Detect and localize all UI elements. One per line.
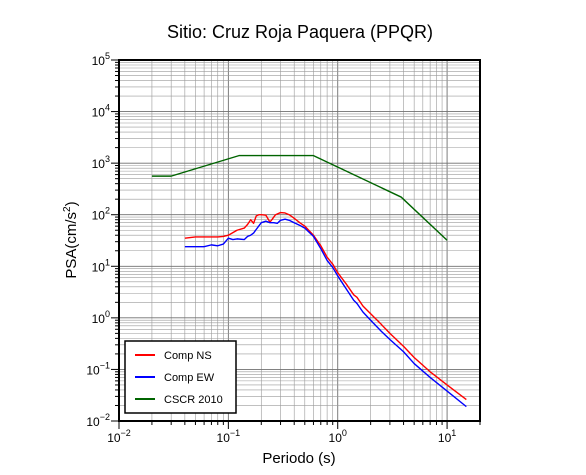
x-tick-label: 10−1 bbox=[217, 428, 241, 445]
x-axis-label: Periodo (s) bbox=[262, 450, 335, 467]
plot-frame bbox=[118, 59, 481, 422]
y-tick-label: 105 bbox=[92, 51, 110, 68]
x-tick-label: 10−2 bbox=[107, 428, 131, 445]
y-tick-label: 101 bbox=[92, 257, 110, 274]
series-line-1 bbox=[184, 211, 467, 401]
legend-label: CSCR 2010 bbox=[164, 394, 223, 406]
x-tick-label: 101 bbox=[438, 428, 456, 445]
series-line-3 bbox=[151, 154, 448, 241]
chart-title: Sitio: Cruz Roja Paquera (PPQR) bbox=[167, 22, 433, 42]
legend-label: Comp EW bbox=[164, 372, 215, 384]
y-tick-label: 10−2 bbox=[86, 412, 110, 429]
y-tick-label: 103 bbox=[92, 154, 110, 171]
y-tick-label: 104 bbox=[92, 103, 110, 120]
y-tick-label: 102 bbox=[92, 206, 110, 223]
series-line-2 bbox=[184, 218, 467, 408]
y-tick-label: 100 bbox=[92, 309, 110, 326]
y-tick-label: 10−1 bbox=[86, 360, 110, 377]
plot-border bbox=[118, 59, 481, 422]
legend-label: Comp NS bbox=[164, 350, 212, 362]
legend: Comp NS Comp EW CSCR 2010 bbox=[124, 340, 237, 414]
x-tick-label: 100 bbox=[329, 428, 347, 445]
y-axis-label: PSA(cm/s2) bbox=[62, 201, 80, 278]
axis-ticks: 10−2 10−1 100 101 10−2 10−1 100 101 102 103 104 105 bbox=[86, 51, 481, 445]
series-lines bbox=[151, 154, 467, 408]
grid bbox=[118, 59, 481, 422]
